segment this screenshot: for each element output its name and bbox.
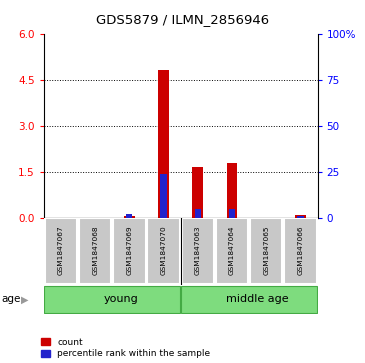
Text: GSM1847070: GSM1847070 <box>161 225 166 275</box>
Bar <box>113 219 146 284</box>
Bar <box>181 219 214 284</box>
Bar <box>195 209 201 218</box>
Text: GSM1847067: GSM1847067 <box>58 225 64 275</box>
Bar <box>192 167 203 218</box>
Bar <box>297 216 304 218</box>
Bar <box>295 215 306 218</box>
Bar <box>147 219 180 284</box>
Text: middle age: middle age <box>226 294 289 305</box>
Bar <box>216 219 248 284</box>
Bar <box>124 216 135 218</box>
Text: GSM1847063: GSM1847063 <box>195 225 201 275</box>
Text: GSM1847068: GSM1847068 <box>92 225 98 275</box>
Legend: count, percentile rank within the sample: count, percentile rank within the sample <box>41 338 210 359</box>
Bar <box>126 214 132 218</box>
Text: GSM1847064: GSM1847064 <box>229 225 235 275</box>
Text: GSM1847065: GSM1847065 <box>263 225 269 275</box>
Bar <box>44 286 180 313</box>
Text: young: young <box>103 294 138 305</box>
Bar <box>161 174 167 218</box>
Text: GDS5879 / ILMN_2856946: GDS5879 / ILMN_2856946 <box>96 13 269 26</box>
Text: age: age <box>2 294 21 305</box>
Text: ▶: ▶ <box>21 294 29 305</box>
Bar <box>284 219 317 284</box>
Bar <box>158 70 169 218</box>
Bar <box>45 219 77 284</box>
Text: GSM1847069: GSM1847069 <box>126 225 132 275</box>
Bar <box>250 219 283 284</box>
Bar <box>229 209 235 218</box>
Bar <box>181 286 317 313</box>
Bar <box>79 219 111 284</box>
Text: GSM1847066: GSM1847066 <box>297 225 303 275</box>
Bar <box>227 163 238 218</box>
